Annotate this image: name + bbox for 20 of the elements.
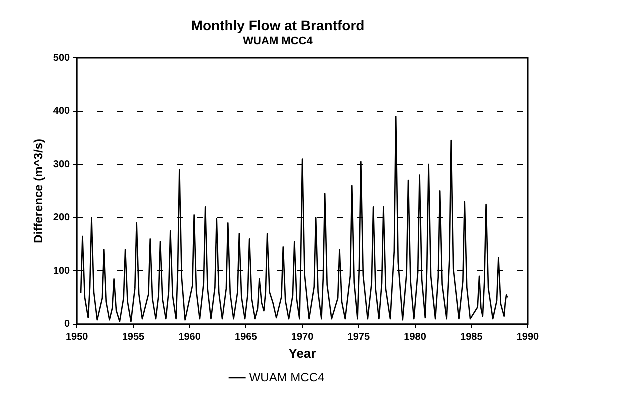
y-tick-label: 100 — [53, 266, 71, 277]
x-tick-label: 1980 — [404, 332, 427, 344]
y-tick-label: 200 — [53, 212, 71, 224]
x-tick-label: 1985 — [460, 332, 484, 344]
x-tick-label: 1970 — [291, 332, 314, 344]
x-tick-label: 1950 — [66, 332, 89, 344]
legend-label: WUAM MCC4 — [249, 370, 325, 384]
x-tick-label: 1965 — [235, 332, 258, 344]
x-tick-label: 1955 — [122, 332, 146, 344]
y-tick-label: 400 — [53, 106, 71, 118]
y-tick-label: 500 — [53, 52, 71, 64]
chart-title: Monthly Flow at Brantford — [191, 17, 365, 34]
y-tick-label: 300 — [53, 159, 71, 170]
y-axis-title: Difference (m^3/s) — [32, 139, 46, 244]
chart-subtitle: WUAM MCC4 — [243, 35, 314, 48]
x-axis-title: Year — [288, 346, 316, 361]
x-tick-label: 1990 — [516, 332, 540, 344]
x-tick-label: 1960 — [178, 332, 202, 344]
x-tick-label: 1975 — [348, 332, 370, 344]
y-tick-label: 0 — [64, 319, 71, 330]
